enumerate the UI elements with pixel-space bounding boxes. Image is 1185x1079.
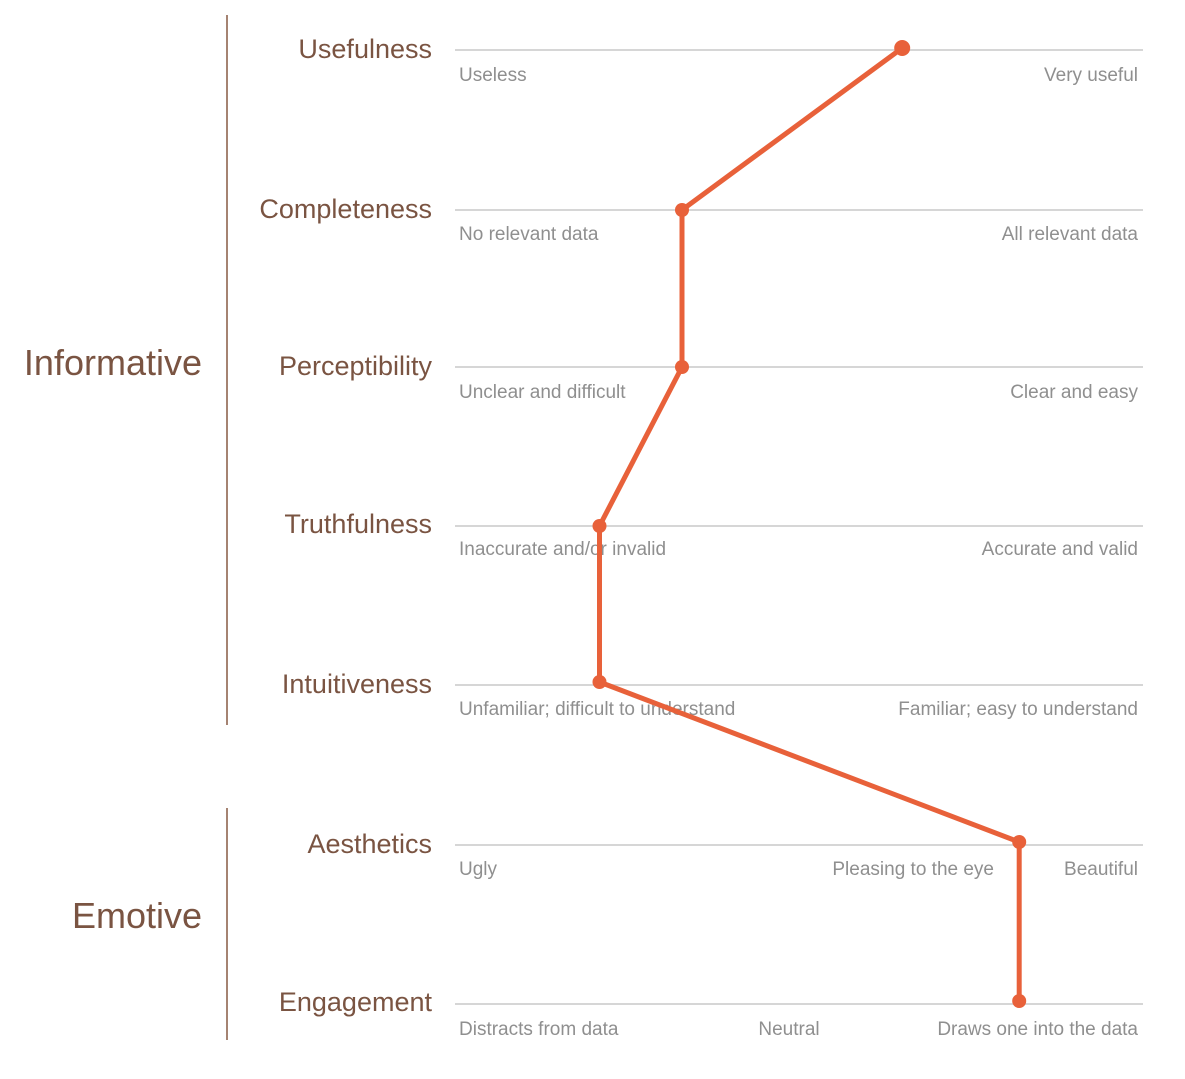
- dimension-completeness: Completeness No relevant data All releva…: [259, 194, 1143, 245]
- left-pole-label: No relevant data: [459, 224, 599, 245]
- right-pole-label: Beautiful: [1064, 859, 1138, 880]
- rating-point-usefulness: [894, 40, 911, 56]
- rating-point-intuitiveness: [592, 675, 607, 689]
- rating-point-truthfulness: [592, 519, 607, 533]
- dimension-label: Truthfulness: [284, 509, 432, 539]
- dimension-label: Aesthetics: [307, 829, 432, 859]
- dimension-label: Usefulness: [298, 34, 432, 64]
- left-pole-label: Unclear and difficult: [459, 382, 626, 403]
- rating-point-engagement: [1012, 994, 1027, 1008]
- dimension-aesthetics: Aesthetics Ugly Pleasing to the eye Beau…: [307, 829, 1143, 880]
- mid-pole-label: Neutral: [758, 1019, 819, 1040]
- dimension-perceptibility: Perceptibility Unclear and difficult Cle…: [279, 351, 1143, 403]
- left-pole-label: Useless: [459, 65, 527, 86]
- rating-point-aesthetics: [1012, 835, 1027, 849]
- rating-point-perceptibility: [675, 360, 689, 374]
- dimension-usefulness: Usefulness Useless Very useful: [298, 34, 1143, 86]
- right-pole-label: Very useful: [1044, 65, 1138, 86]
- dimension-label: Completeness: [259, 194, 432, 224]
- dimension-truthfulness: Truthfulness Inaccurate and/or invalid A…: [284, 509, 1143, 560]
- rating-points: [592, 40, 1027, 1008]
- right-pole-label: Familiar; easy to understand: [898, 699, 1138, 720]
- left-pole-label: Distracts from data: [459, 1019, 619, 1040]
- right-pole-label: Accurate and valid: [982, 539, 1138, 560]
- dimension-intuitiveness: Intuitiveness Unfamiliar; difficult to u…: [282, 669, 1143, 720]
- rating-point-completeness: [675, 203, 689, 217]
- group-label-emotive: Emotive: [72, 895, 202, 936]
- mid-pole-label: Pleasing to the eye: [832, 859, 994, 880]
- right-pole-label: Clear and easy: [1010, 382, 1138, 403]
- right-pole-label: Draws one into the data: [937, 1019, 1138, 1040]
- dimension-label: Intuitiveness: [282, 669, 432, 699]
- group-label-informative: Informative: [24, 342, 202, 383]
- dimension-engagement: Engagement Distracts from data Neutral D…: [279, 987, 1143, 1040]
- dimension-label: Engagement: [279, 987, 433, 1017]
- left-pole-label: Unfamiliar; difficult to understand: [459, 699, 735, 720]
- left-pole-label: Ugly: [459, 859, 498, 880]
- right-pole-label: All relevant data: [1002, 224, 1139, 245]
- dimension-label: Perceptibility: [279, 351, 433, 381]
- left-pole-label: Inaccurate and/or invalid: [459, 539, 666, 560]
